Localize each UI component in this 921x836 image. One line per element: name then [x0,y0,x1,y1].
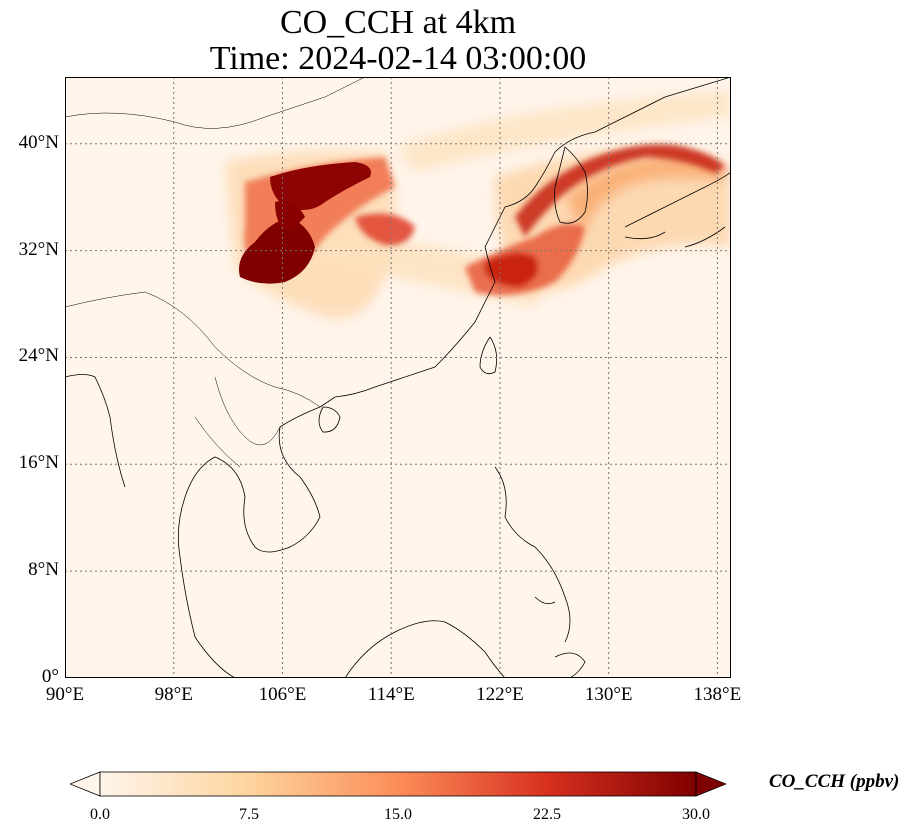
map-plot-area [65,77,731,678]
colorbar-label: CO_CCH (ppbv) [769,771,900,792]
map-gridlines [65,77,731,678]
coastline-japan [624,171,731,248]
co-concentration-field [225,91,731,319]
coastline-taiwan [479,336,498,375]
coastlines [65,77,731,678]
coastline-celebes [554,652,586,678]
border-indochina-internal [194,376,281,468]
colorbar-tick-label: 15.0 [384,806,412,823]
plume-faint-north-band [395,91,731,172]
lat-tick-label: 40°N [18,131,59,153]
lon-tick-label: 114°E [367,684,415,705]
plume-dark-core-north [270,162,371,211]
colorbar-extend-min [70,771,101,797]
colorbar-tick-label: 0.0 [90,806,110,823]
plume-red-arc-east [515,144,725,237]
colorbar-tick-label: 30.0 [682,806,710,823]
coastline-korea [554,146,588,224]
lon-tick-label: 106°E [258,684,307,705]
coastline-hainan [318,406,341,433]
lon-tick-label: 130°E [584,684,633,705]
lon-tick-label: 122°E [476,684,524,705]
border-china-north [65,77,366,129]
colorbar-gradient [99,771,697,797]
colorbar-tick-label: 7.5 [239,806,259,823]
lon-tick-label: 90°E [45,684,85,705]
country-borders [65,77,366,468]
lat-tick-label: 32°N [18,238,59,260]
map-frame-border [65,77,731,678]
lon-tick-label: 138°E [693,684,742,705]
plume-red-east-core [485,253,538,287]
coastline-philippines [494,466,571,643]
map-title: CO_CCH at 4km [279,4,517,41]
coastline-borneo [344,620,506,678]
map-subtitle: Time: 2024-02-14 03:00:00 [209,40,587,77]
lon-tick-label: 98°E [154,684,193,705]
plume-mid-central [355,213,415,246]
lat-tick-label: 24°N [18,345,59,367]
coastline-indochina [177,406,321,678]
coastline-bay-of-bengal [65,374,126,488]
lat-tick-label: 16°N [18,452,59,474]
lat-tick-label: 8°N [28,559,59,581]
coastline-china-mainland [319,77,731,408]
colorbar-tick-label: 22.5 [533,806,561,823]
plume-orange-east-arc [565,155,731,237]
colorbar-extend-max [695,771,726,797]
lat-tick-label: 0° [41,666,59,687]
border-china-south [65,291,321,408]
colorbar [70,771,726,797]
